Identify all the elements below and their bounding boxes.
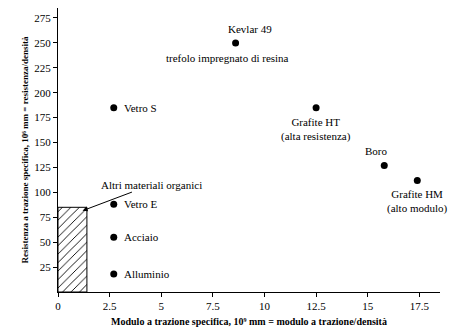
svg-text:Grafite HT(alta resistenza): Grafite HT(alta resistenza) [281,116,351,143]
svg-text:Altri materiali organici: Altri materiali organici [101,179,202,191]
svg-text:25: 25 [40,261,52,273]
svg-text:Modulo a trazione specifica, 1: Modulo a trazione specifica, 10⁹ mm = mo… [111,316,387,327]
svg-text:125: 125 [34,161,51,173]
svg-text:Resistenza a trazione specific: Resistenza a trazione specifica, 10⁶ mm … [20,36,30,264]
svg-text:Kevlar 49: Kevlar 49 [228,23,272,35]
svg-text:5: 5 [158,300,164,312]
svg-text:Vetro E: Vetro E [124,198,158,210]
svg-text:12.5: 12.5 [306,300,326,312]
svg-text:Grafite HM(alto modulo): Grafite HM(alto modulo) [387,188,448,215]
svg-text:Vetro S: Vetro S [124,102,157,114]
svg-text:250: 250 [34,37,51,49]
svg-text:trefolo impregnato di resina: trefolo impregnato di resina [166,52,289,64]
svg-text:50: 50 [40,236,52,248]
svg-text:75: 75 [40,211,52,223]
svg-text:Acciaio: Acciaio [124,231,159,243]
svg-text:17.5: 17.5 [410,300,430,312]
svg-text:2.5: 2.5 [103,300,117,312]
svg-text:Boro: Boro [365,145,388,157]
svg-text:150: 150 [34,136,51,148]
svg-text:15: 15 [362,300,374,312]
svg-text:0: 0 [55,300,61,312]
svg-text:7.5: 7.5 [206,300,220,312]
svg-text:Alluminio: Alluminio [124,268,170,280]
svg-text:100: 100 [34,186,51,198]
svg-text:275: 275 [34,12,51,24]
svg-text:225: 225 [34,62,51,74]
svg-text:200: 200 [34,87,51,99]
svg-text:10: 10 [259,300,271,312]
svg-text:175: 175 [34,111,51,123]
